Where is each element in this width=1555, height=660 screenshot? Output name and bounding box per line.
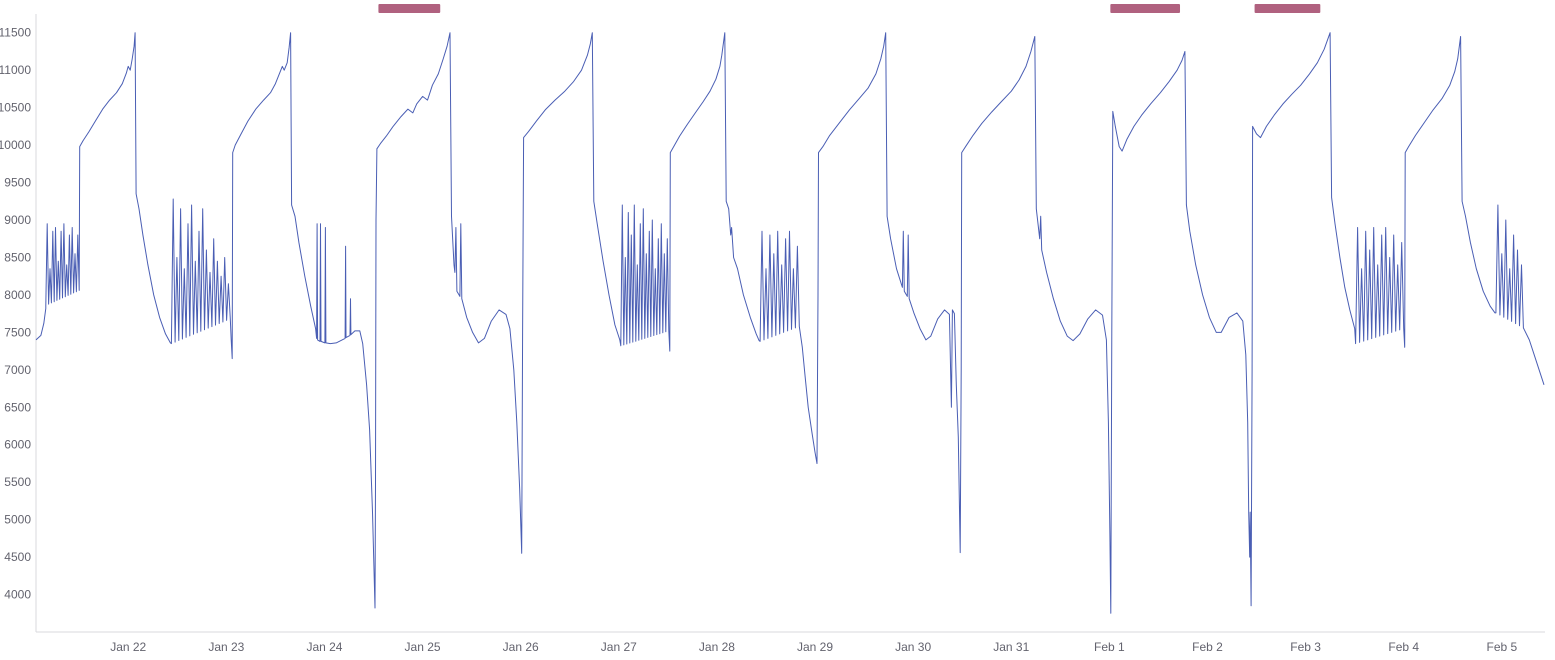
y-tick-label: 8500 [4, 250, 31, 264]
x-tick-label: Feb 3 [1290, 640, 1321, 654]
y-tick-label: 9500 [4, 176, 31, 190]
annotation-region[interactable] [1110, 4, 1181, 13]
x-tick-label: Jan 23 [208, 640, 244, 654]
x-tick-label: Jan 22 [110, 640, 146, 654]
y-tick-label: 7000 [4, 363, 31, 377]
x-tick-label: Jan 25 [405, 640, 441, 654]
y-tick-label: 6500 [4, 400, 31, 414]
y-tick-label: 6000 [4, 438, 31, 452]
x-tick-label: Jan 24 [306, 640, 342, 654]
x-tick-label: Jan 27 [601, 640, 637, 654]
y-tick-label: 4000 [4, 588, 31, 602]
x-tick-label: Feb 5 [1486, 640, 1517, 654]
y-tick-label: 9000 [4, 213, 31, 227]
y-tick-label: 5000 [4, 513, 31, 527]
annotation-region[interactable] [1254, 4, 1321, 13]
y-tick-label: 10000 [0, 138, 31, 152]
y-tick-label: 8000 [4, 288, 31, 302]
y-tick-label: 4500 [4, 550, 31, 564]
y-tick-label: 7500 [4, 325, 31, 339]
x-tick-label: Jan 31 [993, 640, 1029, 654]
y-tick-label: 10500 [0, 101, 31, 115]
x-tick-label: Jan 30 [895, 640, 931, 654]
x-tick-label: Jan 28 [699, 640, 735, 654]
x-tick-label: Feb 2 [1192, 640, 1223, 654]
x-tick-label: Feb 1 [1094, 640, 1125, 654]
annotation-region[interactable] [378, 4, 441, 13]
series-line [35, 32, 1545, 614]
y-tick-label: 11000 [0, 63, 31, 77]
x-tick-label: Feb 4 [1388, 640, 1419, 654]
x-tick-label: Jan 29 [797, 640, 833, 654]
y-tick-label: 11500 [0, 26, 31, 40]
x-tick-label: Jan 26 [503, 640, 539, 654]
y-tick-label: 5500 [4, 475, 31, 489]
